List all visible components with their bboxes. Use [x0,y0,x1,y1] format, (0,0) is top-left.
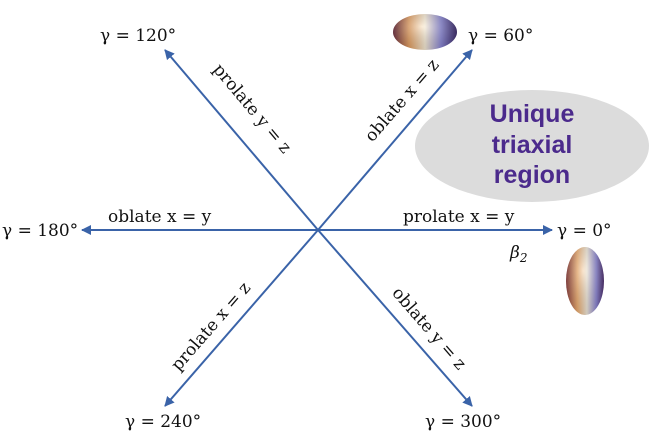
label-gamma-60: γ = 60° [468,26,533,46]
label-gamma-120: γ = 120° [100,26,176,46]
label-gamma-300: γ = 300° [425,412,501,432]
label-oblate-xy: oblate x = y [108,207,212,227]
label-prolate-xz: prolate x = z [167,278,255,375]
label-gamma-180: γ = 180° [2,221,78,241]
ray-gamma-300 [317,229,473,407]
label-gamma-0: γ = 0° [557,221,612,241]
ray-gamma-60 [317,49,473,231]
label-prolate-xy: prolate x = y [403,207,515,227]
oblate-ellipsoid-icon [393,14,457,50]
ray-gamma-240 [164,229,319,407]
region-line-1: Unique [490,100,575,128]
label-oblate-yz: oblate y = z [388,283,470,374]
region-line-3: region [494,161,570,189]
prolate-ellipsoid-icon [566,247,604,315]
ray-gamma-120 [164,49,319,231]
label-beta2: β2 [509,243,527,265]
unique-triaxial-region [415,90,649,202]
region-line-2: triaxial [492,131,573,159]
label-prolate-yz: prolate y = z [209,60,296,158]
label-gamma-240: γ = 240° [125,412,201,432]
